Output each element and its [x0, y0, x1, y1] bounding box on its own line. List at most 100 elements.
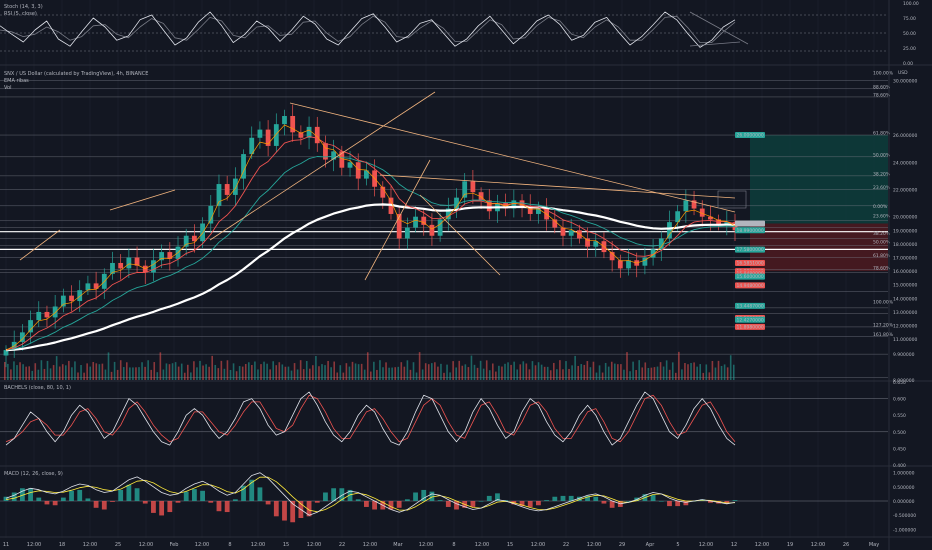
stoch-axis-tick[interactable]: 75.00 [903, 16, 916, 22]
main-axis-tick[interactable]: 24.000000 [893, 160, 917, 166]
volume-bar [687, 364, 689, 380]
time-axis-label[interactable]: 15 [283, 542, 289, 548]
main-axis-tick[interactable]: 26.000000 [893, 133, 917, 139]
stoch-pane[interactable] [0, 11, 888, 52]
time-axis-label[interactable]: 25 [115, 542, 121, 548]
main-axis-tick[interactable]: 11.000000 [893, 337, 917, 343]
time-axis-label[interactable]: 11 [3, 542, 9, 548]
trend-drawings[interactable] [19, 91, 747, 281]
time-axis-label[interactable]: Apr [646, 542, 656, 548]
time-axis-label[interactable]: 8 [228, 542, 231, 548]
main-axis-tick[interactable]: 18.000000 [893, 242, 917, 248]
main-axis-tick[interactable]: 12.000000 [893, 324, 917, 330]
time-axis-label[interactable]: 12:00 [307, 542, 321, 548]
stoch-trend-line[interactable] [689, 41, 741, 47]
trend-line[interactable] [379, 174, 736, 199]
fib-level-label: 100.00% [873, 299, 894, 305]
time-axis-label[interactable]: 12:00 [475, 542, 489, 548]
trend-line[interactable] [209, 91, 436, 241]
stoch-axis-tick[interactable]: 0.00 [903, 61, 913, 67]
trend-line[interactable] [19, 229, 61, 261]
candle-body [462, 181, 468, 198]
macd-legend[interactable]: MACD (12, 26, close, 9) [4, 471, 63, 477]
stoch-axis-tick[interactable]: 100.00 [903, 1, 919, 7]
time-axis[interactable]: 11 12:00 18 12:00 25 12:00 Feb 12:00 8 12:00 15 12:… [3, 542, 879, 548]
candle-body [290, 115, 296, 133]
price-unit-label[interactable]: USD [898, 70, 908, 76]
oscillator-axis-tick[interactable]: 0.550 [893, 413, 906, 419]
macd-axis-tick[interactable]: 1.000000 [893, 471, 915, 477]
main-axis-tick[interactable]: 30.000000 [893, 79, 917, 85]
macd-axis-tick[interactable]: -1.000000 [893, 527, 916, 533]
oscillator-legend[interactable]: BACHELS (close, 80, 10, 1) [4, 385, 71, 391]
macd-histogram-bar [241, 485, 246, 501]
main-axis-tick[interactable]: 16.000000 [893, 269, 917, 275]
oscillator-axis-tick[interactable]: 0.450 [893, 446, 906, 452]
trend-line[interactable] [419, 194, 501, 276]
main-legend[interactable]: SNX / US Dollar (calculated by TradingVi… [4, 71, 148, 77]
main-axis-tick[interactable]: 14.000000 [893, 296, 917, 302]
main-axis-tick[interactable]: 17.000000 [893, 256, 917, 262]
macd-axis-tick[interactable]: 0.000000 [893, 499, 915, 505]
time-axis-label[interactable]: 22 [339, 542, 345, 548]
time-axis-label[interactable]: 29 [619, 542, 625, 548]
trend-line[interactable] [109, 189, 176, 211]
time-axis-label[interactable]: 12:00 [531, 542, 545, 548]
oscillator-axis-tick[interactable]: 0.600 [893, 397, 906, 403]
time-axis-label[interactable]: 12:00 [27, 542, 41, 548]
volume-bar [28, 366, 30, 380]
oscillator-pane[interactable] [0, 391, 888, 446]
time-axis-label[interactable]: 8 [452, 542, 455, 548]
volume-bar [74, 361, 76, 380]
time-axis-label[interactable]: 15 [507, 542, 513, 548]
time-axis-label[interactable]: 5 [676, 542, 679, 548]
time-axis-label[interactable]: 12:00 [195, 542, 209, 548]
volume-legend[interactable]: Vol [4, 85, 11, 91]
price-axis[interactable]: 100.00 75.00 50.00 25.00 0.00 30.000000 26.000… [893, 1, 919, 533]
candle-body [249, 137, 255, 155]
time-axis-label[interactable]: 19 [787, 542, 793, 548]
oscillator-axis-tick[interactable]: 0.650 [893, 380, 906, 386]
main-axis-tick[interactable]: 9.900000 [893, 352, 915, 358]
macd-axis-tick[interactable]: -0.500000 [893, 513, 916, 519]
time-axis-label[interactable]: 18 [59, 542, 65, 548]
macd-axis-tick[interactable]: 0.500000 [893, 485, 915, 491]
time-axis-label[interactable]: 12:00 [363, 542, 377, 548]
stoch-trend-line[interactable] [689, 11, 749, 45]
time-axis-label[interactable]: May [869, 542, 879, 548]
main-axis-tick[interactable]: 19.000000 [893, 228, 917, 234]
macd-pane[interactable] [0, 472, 888, 523]
time-axis-label[interactable]: 12:00 [139, 542, 153, 548]
time-axis-label[interactable]: 12:00 [83, 542, 97, 548]
time-axis-label[interactable]: 12:00 [587, 542, 601, 548]
macd-histogram-bar [560, 495, 566, 501]
stoch-rsi-legend[interactable]: RSI (5, close) [4, 11, 37, 17]
time-axis-label[interactable]: 12:00 [699, 542, 713, 548]
stoch-legend[interactable]: Stoch (14, 3, 3) [4, 4, 43, 10]
stoch-axis-tick[interactable]: 25.00 [903, 46, 916, 52]
main-axis-tick[interactable]: 13.000000 [893, 310, 917, 316]
time-axis-label[interactable]: 12:00 [251, 542, 265, 548]
volume-bar [409, 369, 412, 380]
trend-line[interactable] [364, 159, 431, 281]
time-axis-label[interactable]: Mar [393, 542, 403, 548]
price-range-box[interactable] [717, 190, 747, 209]
time-axis-label[interactable]: 22 [563, 542, 569, 548]
stoch-axis-tick[interactable]: 50.00 [903, 31, 916, 37]
main-axis-tick[interactable]: 22.000000 [893, 187, 917, 193]
main-axis-tick[interactable]: 15.000000 [893, 283, 917, 289]
oscillator-axis-tick[interactable]: 0.400 [893, 463, 906, 469]
oscillator-axis-tick[interactable]: 0.500 [893, 430, 906, 436]
time-axis-label[interactable]: 12:00 [419, 542, 433, 548]
time-axis-label[interactable]: 12:00 [811, 542, 825, 548]
time-axis-label[interactable]: 12 [731, 542, 737, 548]
time-axis-label[interactable]: 12:00 [755, 542, 769, 548]
main-axis-tick[interactable]: 20.000000 [893, 215, 917, 221]
ema-legend[interactable]: EMA ribas [4, 78, 29, 84]
main-axis-tick[interactable]: 8.000000 [893, 378, 915, 384]
trend-line[interactable] [289, 102, 736, 213]
time-axis-label[interactable]: Feb [170, 542, 179, 548]
time-axis-label[interactable]: 26 [843, 542, 849, 548]
